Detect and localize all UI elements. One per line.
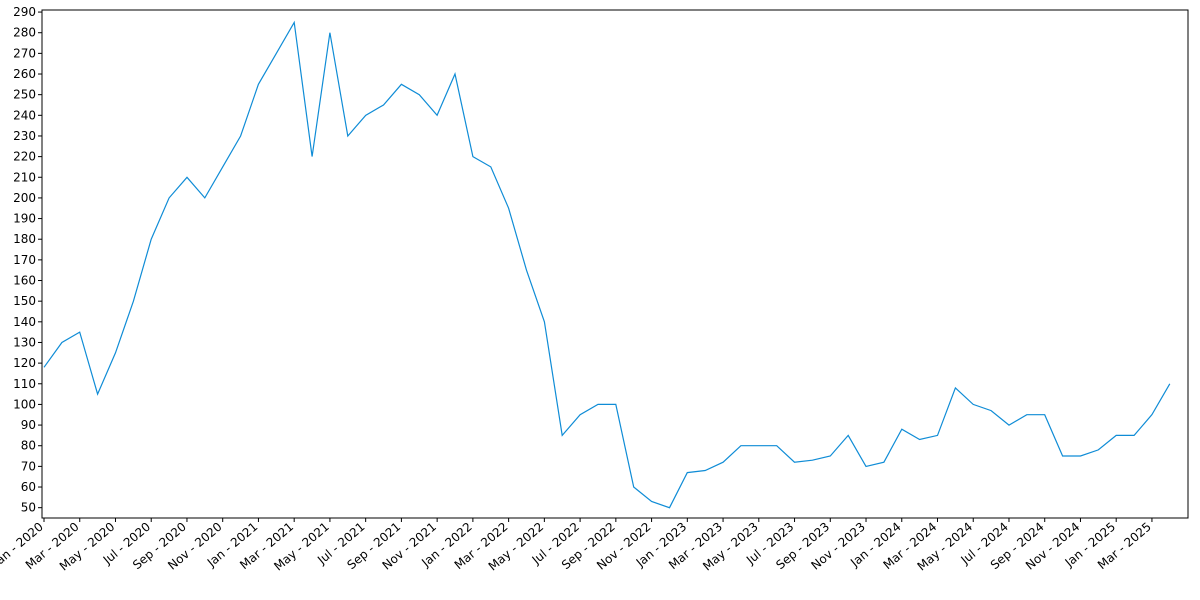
price-line (43, 20, 1171, 509)
y-tick-label: 190 (13, 212, 36, 226)
y-tick-label: 90 (21, 418, 36, 432)
y-tick-label: 240 (13, 108, 36, 122)
y-tick-label: 200 (13, 191, 36, 205)
y-tick-label: 150 (13, 294, 36, 308)
y-tick-label: 130 (13, 335, 36, 349)
y-tick-label: 230 (13, 129, 36, 143)
y-tick-label: 250 (13, 88, 36, 102)
y-tick-label: 110 (13, 377, 36, 391)
y-tick-label: 290 (13, 5, 36, 19)
y-tick-label: 170 (13, 253, 36, 267)
y-tick-label: 280 (13, 26, 36, 40)
y-tick-label: 140 (13, 315, 36, 329)
y-tick-label: 160 (13, 274, 36, 288)
y-tick-label: 260 (13, 67, 36, 81)
y-tick-label: 80 (21, 439, 36, 453)
y-tick-label: 120 (13, 356, 36, 370)
y-tick-label: 180 (13, 232, 36, 246)
y-tick-label: 100 (13, 397, 36, 411)
y-tick-label: 50 (21, 501, 36, 515)
y-tick-label: 210 (13, 170, 36, 184)
y-tick-label: 270 (13, 46, 36, 60)
y-tick-label: 60 (21, 480, 36, 494)
y-tick-label: 70 (21, 459, 36, 473)
y-tick-label: 220 (13, 150, 36, 164)
plot-frame (41, 9, 1189, 519)
